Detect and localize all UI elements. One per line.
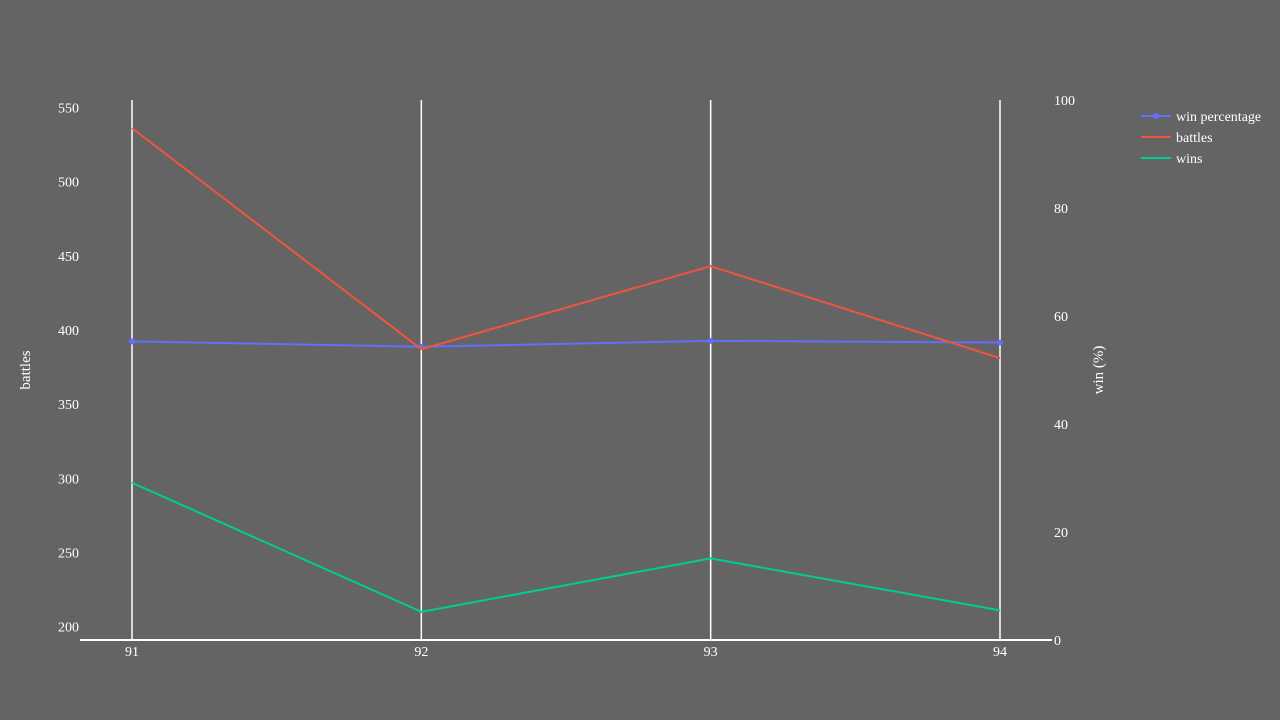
legend[interactable]: win percentage battles wins: [1141, 110, 1261, 167]
right-y-axis-title: win (%): [1091, 346, 1107, 395]
left-y-tick-label: 550: [58, 101, 79, 116]
left-y-tick-label: 400: [58, 324, 79, 339]
legend-marker: [1153, 113, 1159, 119]
x-tick-label: 94: [993, 645, 1007, 660]
x-axis-ticks: 91 92 93 94: [125, 645, 1007, 660]
series-line-wins[interactable]: [131, 481, 1001, 613]
legend-item-battles[interactable]: battles: [1141, 131, 1213, 146]
right-y-tick-label: 20: [1054, 526, 1068, 541]
right-y-tick-label: 40: [1054, 418, 1068, 433]
x-tick-label: 91: [125, 645, 139, 660]
x-tick-label: 92: [414, 645, 428, 660]
right-y-tick-label: 0: [1054, 634, 1061, 649]
series-point-win-percentage[interactable]: [707, 337, 714, 344]
left-y-tick-label: 250: [58, 546, 79, 561]
legend-item-wins[interactable]: wins: [1141, 152, 1202, 167]
left-y-axis-ticks: 200 250 300 350 400 450 500 550: [58, 101, 79, 635]
series-point-win-percentage[interactable]: [997, 339, 1003, 346]
right-y-axis-ticks: 0 20 40 60 80 100: [1054, 94, 1075, 649]
series-line-battles[interactable]: [131, 127, 1001, 360]
left-y-tick-label: 200: [58, 621, 79, 636]
left-y-tick-label: 450: [58, 250, 79, 265]
left-y-tick-label: 300: [58, 472, 79, 487]
legend-label: wins: [1176, 152, 1202, 167]
legend-label: win percentage: [1176, 110, 1261, 125]
series-layer: [129, 127, 1003, 613]
left-y-tick-label: 500: [58, 176, 79, 191]
left-y-axis-title: battles: [18, 350, 34, 389]
legend-label: battles: [1176, 131, 1213, 146]
right-y-tick-label: 100: [1054, 94, 1075, 109]
x-gridlines: [131, 100, 1001, 640]
left-y-tick-label: 350: [58, 398, 79, 413]
right-y-tick-label: 60: [1054, 310, 1068, 325]
series-line-win-percentage[interactable]: [131, 339, 1001, 348]
right-y-tick-label: 80: [1054, 202, 1068, 217]
x-tick-label: 93: [704, 645, 718, 660]
series-point-win-percentage[interactable]: [129, 338, 135, 345]
legend-item-win-percentage[interactable]: win percentage: [1141, 110, 1261, 125]
